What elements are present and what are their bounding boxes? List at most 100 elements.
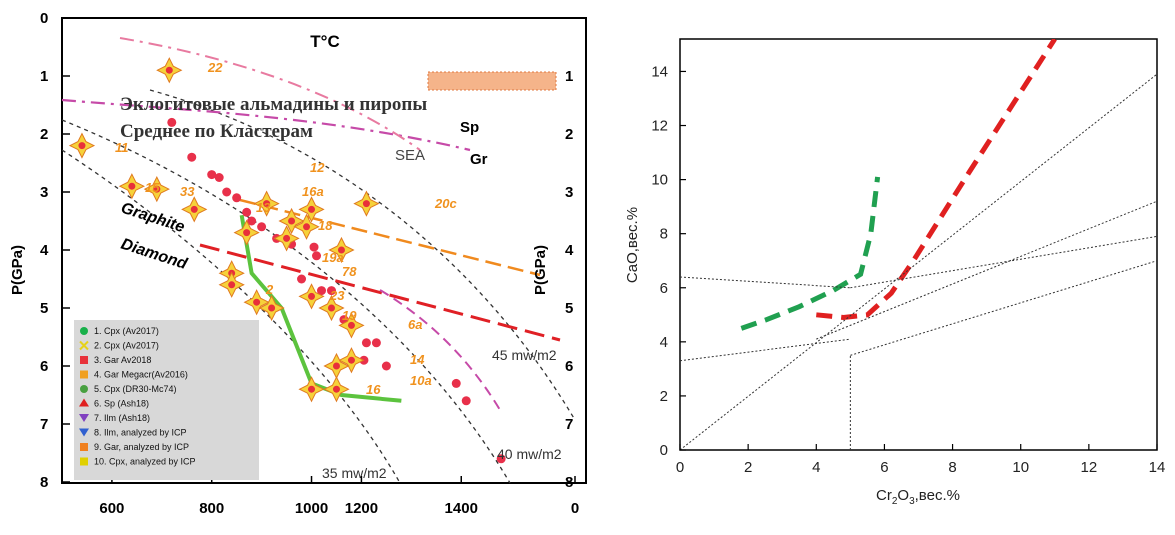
shaded-band <box>427 71 557 91</box>
right-axis-ticks: 0 2 4 6 8 10 12 14 0 2 4 6 8 10 12 14 <box>651 63 1165 476</box>
left-y-tick-label: 4 <box>40 242 49 259</box>
gar-icp-point <box>278 207 305 235</box>
left-legend: 1. Cpx (Av2017) 2. Cpx (Av2017) 3. Gar Av2… <box>74 320 259 480</box>
magenta-dash-lower <box>379 289 501 411</box>
legend-item: 3. Gar Av2018 <box>80 355 151 365</box>
point-label: 20c <box>434 196 457 211</box>
legend-item-label: 10. Cpx, analyzed by ICP <box>94 457 196 467</box>
right-x-tick-label: 8 <box>948 459 956 476</box>
left-title: T°C <box>310 32 339 51</box>
left-y-axis-title-right: P(GPa) <box>532 245 549 295</box>
point-label: 19 <box>342 308 357 323</box>
left-y-tick-label: 3 <box>40 184 48 201</box>
legend-item: 10. Cpx, analyzed by ICP <box>80 457 196 467</box>
gar-icp-point <box>293 213 320 240</box>
right-y-tick-label: 6 <box>660 280 668 297</box>
right-plot-frame <box>679 38 1158 451</box>
right-y-tick-label: 10 <box>651 172 668 189</box>
left-y-tick-label-right: 1 <box>565 68 573 85</box>
gar-point <box>214 173 224 182</box>
left-heading-1: Эклогитовые альмадины и пиропы <box>120 94 427 115</box>
point-label: 18 <box>318 218 333 233</box>
legend-item: 8. Ilm, analyzed by ICP <box>79 428 187 438</box>
gar-point <box>222 187 232 197</box>
gar-point <box>317 286 327 296</box>
gar-icp-point <box>233 219 260 246</box>
gar-point <box>312 251 322 261</box>
gar-point <box>361 338 371 348</box>
gar-icp-point <box>156 57 183 84</box>
right-y-tick-label: 14 <box>651 63 668 80</box>
left-x-tick-label: 800 <box>199 500 224 517</box>
gar-icp-point <box>353 190 380 217</box>
gar-icp-point <box>338 347 365 374</box>
legend-item: 7. Ilm (Ash18) <box>79 413 150 423</box>
cpx-path-line <box>239 214 402 403</box>
left-y-tick-label-right: 6 <box>565 358 573 375</box>
right-x-tick-label: 12 <box>1081 459 1098 476</box>
pink-dash-curve <box>119 37 421 151</box>
point-label: 14 <box>410 352 425 367</box>
right-y-tick-label: 0 <box>660 442 668 459</box>
legend-item-label: 8. Ilm, analyzed by ICP <box>94 428 187 438</box>
point-label: 12 <box>310 160 325 175</box>
legend-item: 2. Cpx (Av2017) <box>79 341 159 351</box>
dotted-reference-line <box>680 338 851 362</box>
right-y-tick-label: 4 <box>660 334 668 351</box>
gar-point <box>371 338 381 348</box>
gar-point <box>207 170 217 180</box>
gar-point <box>167 117 177 127</box>
gar-icp-point <box>253 190 280 217</box>
left-x-tick-label: 1400 <box>445 500 478 517</box>
left-y-tick-label-right: 3 <box>565 184 573 201</box>
gar-icp-point <box>143 175 170 203</box>
right-x-tick-label: 0 <box>676 459 684 476</box>
dotted-reference-line <box>680 73 1157 450</box>
gar-point <box>242 207 252 217</box>
legend-item-label: 7. Ilm (Ash18) <box>94 413 150 423</box>
left-y-tick-label: 5 <box>40 300 48 317</box>
point-label: 33 <box>180 184 195 199</box>
dotted-reference-line <box>816 200 1157 340</box>
gar-point <box>326 286 336 296</box>
legend-item-label: 3. Gar Av2018 <box>94 355 151 365</box>
right-x-tick-label: 14 <box>1149 459 1166 476</box>
gar-point <box>309 242 319 252</box>
point-label: 2 <box>265 282 274 297</box>
magenta-dash-curve <box>61 98 471 152</box>
gar-icp-point <box>218 271 245 298</box>
left-curves <box>61 37 576 484</box>
left-y-tick-label: 2 <box>40 126 48 143</box>
right-x-axis-title: Cr2O3,вес.% <box>876 487 960 507</box>
left-x-tick-label: 600 <box>99 500 124 517</box>
point-label: 11 <box>115 140 129 155</box>
gar-icp-point <box>338 312 365 339</box>
left-y-tick-label: 0 <box>40 10 48 27</box>
dotted-reference-line <box>680 276 851 289</box>
gar-point <box>451 378 461 388</box>
geotherm-40-curve <box>61 119 511 484</box>
left-y-tick-label: 8 <box>40 474 48 491</box>
right-x-tick-label: 10 <box>1012 459 1029 476</box>
left-x-tick-label: 1000 <box>295 500 328 517</box>
gar-icp-point <box>298 283 325 310</box>
left-y-tick-label: 7 <box>40 416 48 433</box>
gar-icp-point <box>318 294 345 322</box>
legend-item: 4. Gar Megacr(Av2016) <box>80 370 188 380</box>
right-lines <box>680 39 1157 450</box>
legend-item-label: 4. Gar Megacr(Av2016) <box>94 370 188 380</box>
right-x-tick-label: 4 <box>812 459 820 476</box>
point-label: 78 <box>342 264 357 279</box>
left-y-tick-label: 1 <box>40 68 48 85</box>
gar-point <box>232 193 242 203</box>
legend-item-label: 5. Cpx (DR30-Mc74) <box>94 384 177 394</box>
legend-item: 5. Cpx (DR30-Mc74) <box>80 384 177 394</box>
legend-item-label: 1. Cpx (Av2017) <box>94 326 159 336</box>
left-x-tick-label: 1200 <box>345 500 378 517</box>
label-sp: Sp <box>460 119 479 136</box>
point-label: 22 <box>207 60 223 75</box>
left-y-tick-label-right: 5 <box>565 300 573 317</box>
geotherm-45-label: 45 mw/m2 <box>492 347 557 363</box>
